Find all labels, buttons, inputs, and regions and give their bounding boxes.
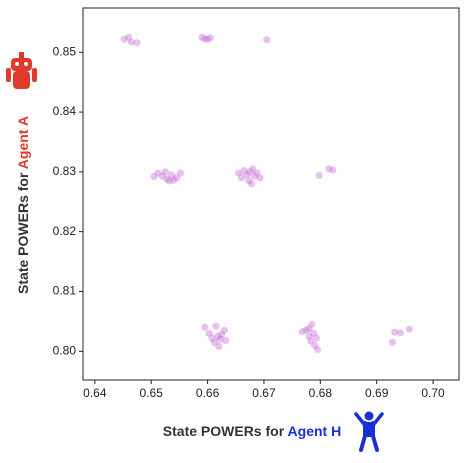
y-tick-label: 0.83 bbox=[53, 164, 77, 178]
point bbox=[206, 34, 215, 42]
point bbox=[208, 334, 216, 342]
point bbox=[234, 169, 243, 177]
x-tick-label: 0.67 bbox=[252, 386, 276, 400]
point bbox=[201, 35, 209, 43]
point bbox=[243, 171, 251, 179]
point bbox=[172, 174, 181, 182]
point bbox=[215, 342, 223, 351]
point bbox=[210, 338, 218, 346]
point bbox=[313, 345, 322, 354]
point bbox=[154, 169, 162, 177]
point bbox=[220, 326, 229, 334]
point bbox=[263, 36, 271, 44]
x-tick-label: 0.69 bbox=[365, 386, 389, 400]
y-axis-label: State POWERs for Agent A bbox=[15, 116, 31, 294]
point bbox=[214, 332, 222, 340]
y-label-agent: Agent A bbox=[15, 116, 31, 169]
point bbox=[302, 326, 310, 334]
y-tick-label: 0.82 bbox=[53, 224, 77, 238]
point bbox=[201, 323, 209, 331]
robot-icon bbox=[6, 52, 37, 89]
point bbox=[305, 332, 313, 340]
plot-frame bbox=[82, 7, 460, 381]
point bbox=[203, 35, 212, 43]
point bbox=[256, 174, 264, 182]
y-label-text: State POWERs for bbox=[15, 169, 31, 294]
point bbox=[312, 334, 320, 342]
point bbox=[198, 33, 206, 41]
x-tick-label: 0.68 bbox=[309, 386, 333, 400]
point bbox=[163, 175, 171, 183]
point bbox=[240, 167, 248, 175]
point bbox=[218, 330, 226, 339]
point bbox=[308, 320, 316, 328]
point bbox=[237, 174, 246, 182]
point bbox=[247, 180, 256, 188]
x-tick-label: 0.66 bbox=[196, 386, 220, 400]
point bbox=[388, 338, 397, 346]
y-tick-label: 0.80 bbox=[53, 343, 77, 357]
point bbox=[205, 329, 213, 337]
y-tick-label: 0.84 bbox=[53, 104, 77, 118]
x-label-text: State POWERs for bbox=[163, 423, 288, 439]
point bbox=[253, 169, 261, 177]
point bbox=[311, 341, 319, 349]
human-icon bbox=[354, 411, 384, 452]
point bbox=[133, 39, 141, 47]
point bbox=[176, 169, 185, 177]
point bbox=[391, 328, 399, 336]
point bbox=[249, 165, 257, 173]
point bbox=[222, 336, 230, 345]
x-tick-label: 0.70 bbox=[421, 386, 445, 400]
point bbox=[405, 325, 413, 333]
point bbox=[212, 322, 220, 330]
point bbox=[158, 172, 167, 180]
x-axis-label: State POWERs for Agent H bbox=[163, 423, 341, 439]
y-tick-label: 0.81 bbox=[53, 284, 77, 298]
point bbox=[125, 33, 133, 41]
point bbox=[309, 329, 318, 337]
point bbox=[170, 176, 178, 184]
x-tick-label: 0.64 bbox=[83, 386, 107, 400]
point bbox=[150, 173, 158, 181]
point bbox=[396, 329, 404, 337]
point bbox=[161, 168, 169, 176]
point bbox=[315, 171, 323, 180]
point bbox=[165, 177, 173, 185]
point bbox=[298, 327, 306, 336]
point bbox=[246, 168, 254, 176]
point bbox=[325, 165, 333, 173]
point bbox=[307, 337, 315, 345]
point bbox=[250, 172, 258, 180]
point bbox=[167, 171, 176, 179]
y-tick-label: 0.85 bbox=[53, 44, 77, 58]
point bbox=[127, 38, 136, 46]
point bbox=[120, 35, 128, 43]
x-label-agent: Agent H bbox=[288, 423, 342, 439]
point bbox=[305, 324, 313, 333]
x-tick-label: 0.65 bbox=[140, 386, 164, 400]
point bbox=[329, 166, 337, 174]
points bbox=[120, 33, 413, 354]
point bbox=[245, 177, 253, 185]
point bbox=[216, 335, 224, 343]
